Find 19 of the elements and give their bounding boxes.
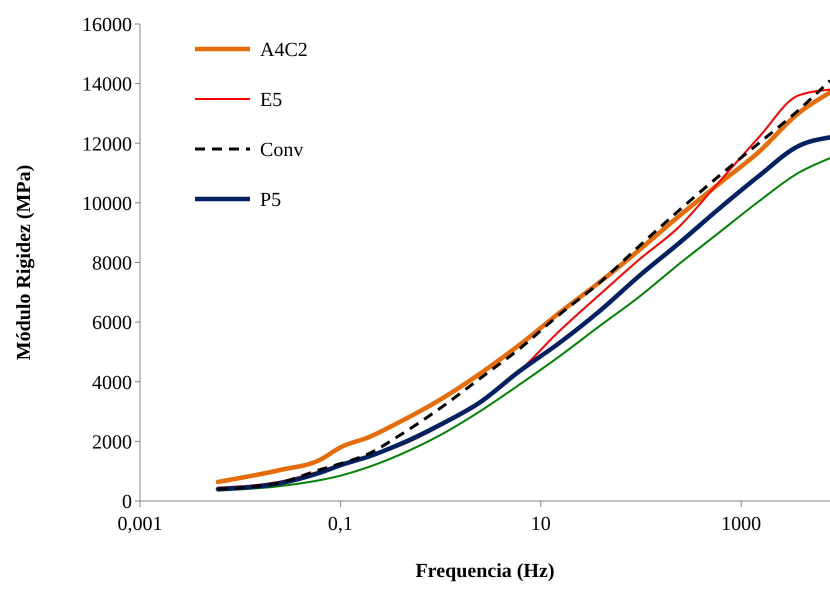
y-tick-label: 12000 — [82, 133, 132, 156]
legend-label: Conv — [260, 139, 304, 161]
y-tick-label: 16000 — [82, 14, 132, 36]
y-tick-label: 8000 — [92, 252, 132, 274]
y-tick-label: 14000 — [82, 74, 132, 96]
x-tick-label: 0,1 — [328, 513, 353, 535]
y-tick-label: 6000 — [92, 312, 132, 334]
x-axis-title: Frequencia (Hz) — [415, 560, 555, 582]
y-tick-label: 0 — [122, 491, 132, 513]
y-tick-label: 10000 — [82, 192, 132, 215]
x-tick-label: 10 — [530, 513, 551, 535]
x-tick-label: 1000 — [721, 513, 762, 535]
y-axis-title: Módulo Rigidez (MPa) — [13, 164, 35, 360]
y-tick-label: 4000 — [92, 372, 132, 394]
y-tick-label: 2000 — [92, 431, 132, 454]
x-tick-label: 0,001 — [118, 513, 162, 535]
legend-label: P5 — [260, 189, 282, 211]
legend-label: E5 — [260, 89, 282, 111]
legend-label: A4C2 — [260, 39, 308, 61]
